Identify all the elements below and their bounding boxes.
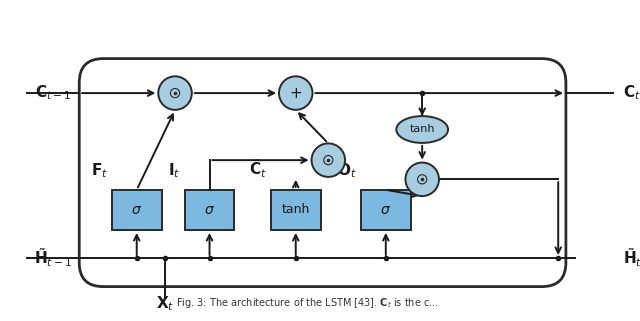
Text: Fig. 3: The architecture of the LSTM [43]. $\mathbf{C}_t$ is the c...: Fig. 3: The architecture of the LSTM [43… [176,296,438,309]
Text: $\sigma$: $\sigma$ [204,203,215,217]
Text: $\mathbf{C}_{t-1}$: $\mathbf{C}_{t-1}$ [35,84,72,102]
Text: $\sigma$: $\sigma$ [131,203,142,217]
Text: $\mathbf{F}_t$: $\mathbf{F}_t$ [91,161,108,180]
Text: $\mathbf{C}_t$: $\mathbf{C}_t$ [623,84,640,102]
Text: $\sigma$: $\sigma$ [380,203,392,217]
FancyBboxPatch shape [79,59,566,287]
Ellipse shape [405,162,439,196]
Text: +: + [289,86,302,100]
FancyBboxPatch shape [271,190,321,230]
Text: $\mathbf{O}_t$: $\mathbf{O}_t$ [337,161,357,180]
Ellipse shape [158,76,192,110]
Text: $\mathbf{I}_t$: $\mathbf{I}_t$ [168,161,180,180]
Text: $\tilde{\mathbf{C}}_t$: $\tilde{\mathbf{C}}_t$ [249,158,267,180]
FancyBboxPatch shape [112,190,162,230]
Text: $\mathbf{X}_t$: $\mathbf{X}_t$ [156,294,175,313]
Text: tanh: tanh [282,204,310,216]
FancyBboxPatch shape [361,190,411,230]
Text: tanh: tanh [410,125,435,134]
Ellipse shape [396,116,448,143]
Ellipse shape [279,76,312,110]
Ellipse shape [312,143,345,177]
FancyBboxPatch shape [184,190,234,230]
Text: $\tilde{\mathbf{H}}_t$: $\tilde{\mathbf{H}}_t$ [623,247,640,269]
Text: $\tilde{\mathbf{H}}_{t-1}$: $\tilde{\mathbf{H}}_{t-1}$ [34,247,72,269]
